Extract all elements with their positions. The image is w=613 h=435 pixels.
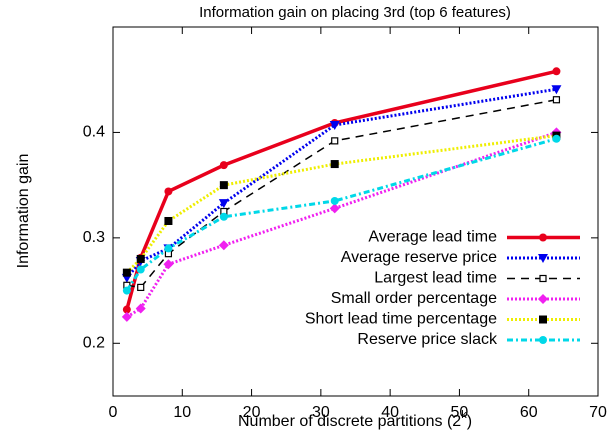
marker — [551, 85, 562, 95]
x-tick-label: 40 — [381, 404, 399, 421]
x-axis-label-part: k — [461, 409, 467, 421]
legend-label: Largest lead time — [374, 270, 497, 287]
legend-marker — [538, 254, 548, 263]
y-tick-label: 0.2 — [83, 335, 105, 352]
marker — [330, 196, 339, 205]
legend-marker — [538, 294, 548, 304]
x-tick-label: 60 — [520, 404, 538, 421]
marker — [163, 259, 174, 270]
x-tick-label: 10 — [173, 404, 191, 421]
marker — [122, 268, 131, 277]
marker — [164, 187, 173, 196]
x-tick-label: 30 — [312, 404, 330, 421]
marker — [329, 121, 340, 131]
marker — [164, 216, 173, 225]
y-axis-label: Information gain — [15, 154, 32, 269]
marker — [135, 303, 146, 314]
legend-marker — [539, 274, 547, 283]
legend-label: Average reserve price — [341, 249, 497, 266]
marker — [331, 137, 339, 145]
marker — [219, 161, 228, 170]
x-tick-label: 50 — [451, 404, 469, 421]
marker — [219, 181, 228, 190]
chart-title: Information gain on placing 3rd (top 6 f… — [199, 4, 511, 21]
legend-label: Small order percentage — [331, 290, 497, 307]
marker — [136, 265, 145, 274]
legend-marker — [539, 315, 547, 324]
marker — [552, 96, 561, 104]
marker — [218, 199, 229, 209]
legend-label: Average lead time — [368, 229, 497, 246]
marker — [122, 305, 131, 314]
marker — [121, 311, 132, 322]
x-axis-label-part: ) — [467, 413, 472, 430]
legend-label: Reserve price slack — [357, 331, 498, 348]
marker — [164, 244, 173, 253]
legend-label: Short lead time percentage — [305, 311, 497, 328]
y-tick-label: 0.3 — [83, 229, 105, 246]
x-axis-label: Number of discrete partitions (2k) — [238, 409, 472, 430]
marker — [329, 203, 340, 214]
marker — [137, 283, 145, 292]
marker — [552, 67, 561, 76]
x-tick-label: 0 — [109, 404, 118, 421]
plot-frame — [112, 26, 599, 397]
x-tick-label: 70 — [589, 404, 607, 421]
marker — [219, 212, 228, 221]
marker — [218, 240, 229, 251]
x-tick-label: 20 — [243, 404, 261, 421]
marker — [330, 160, 339, 169]
legend-marker — [539, 233, 547, 242]
y-tick-label: 0.4 — [83, 124, 105, 141]
series-line — [126, 99, 557, 289]
marker — [122, 286, 131, 295]
legend-marker — [539, 336, 547, 344]
marker — [136, 254, 145, 263]
x-axis-label-part: Number of discrete partitions (2 — [238, 413, 461, 430]
marker — [552, 134, 561, 143]
series-line — [125, 87, 557, 279]
series-line — [125, 137, 557, 292]
